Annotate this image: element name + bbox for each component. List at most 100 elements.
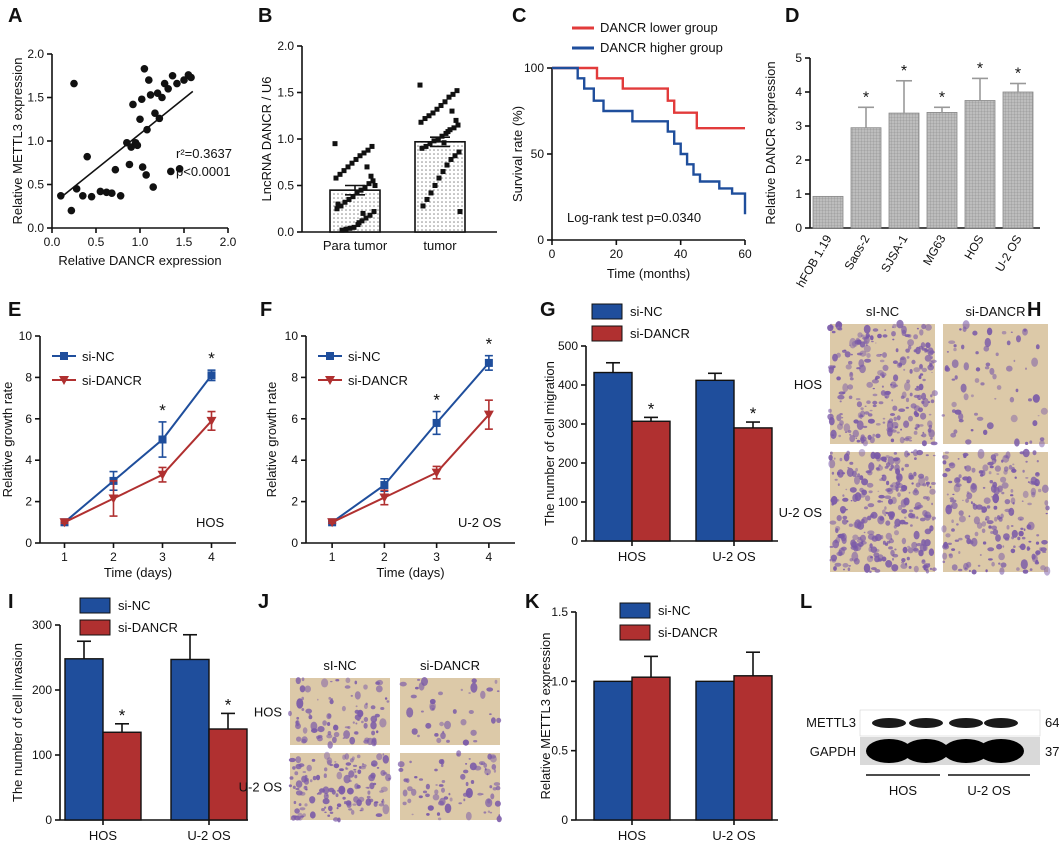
data-point — [431, 138, 437, 144]
stained-cell — [852, 429, 859, 438]
stained-cell — [893, 525, 897, 529]
stained-cell — [1029, 568, 1033, 571]
stained-cell — [856, 401, 863, 408]
stained-cell — [354, 680, 358, 685]
stained-cell — [872, 387, 875, 390]
stained-cell — [1009, 396, 1015, 403]
stained-cell — [834, 478, 838, 481]
stained-cell — [426, 813, 430, 816]
stained-cell — [1025, 441, 1029, 445]
data-point — [427, 141, 433, 147]
stained-cell — [850, 539, 856, 547]
stained-cell — [489, 785, 493, 789]
stained-cell — [882, 509, 886, 515]
stained-cell — [913, 367, 920, 373]
stained-cell — [942, 473, 948, 478]
significance-star: * — [119, 706, 126, 725]
stained-cell — [884, 329, 887, 332]
stained-cell — [481, 793, 484, 795]
stained-cell — [965, 498, 969, 503]
legend-marker — [325, 376, 335, 385]
stained-cell — [849, 377, 854, 381]
stained-cell — [341, 705, 346, 712]
stained-cell — [463, 798, 466, 802]
stained-cell — [828, 454, 833, 461]
stained-cell — [924, 324, 932, 331]
stained-cell — [860, 418, 862, 419]
stained-cell — [892, 338, 895, 341]
stained-cell — [970, 394, 974, 398]
stained-cell — [829, 559, 832, 562]
stained-cell — [899, 436, 905, 444]
stained-cell — [833, 566, 837, 571]
stained-cell — [429, 704, 436, 711]
stained-cell — [866, 381, 873, 388]
data-point — [451, 125, 457, 131]
stained-cell — [889, 413, 896, 416]
stained-cell — [842, 494, 845, 497]
stained-cell — [329, 699, 334, 705]
stained-cell — [922, 397, 929, 408]
legend-swatch-si-nc — [619, 602, 651, 619]
stained-cell — [322, 720, 327, 726]
stained-cell — [441, 780, 446, 783]
stained-cell — [908, 472, 914, 480]
y-tick-label: 0 — [795, 221, 802, 235]
panel-i: 0 100 200 300 The number of cell invasion HOS… — [10, 597, 248, 843]
stained-cell — [361, 764, 367, 768]
stained-cell — [444, 720, 451, 730]
stained-cell — [344, 726, 349, 729]
stained-cell — [867, 503, 875, 508]
data-point — [351, 224, 357, 230]
stained-cell — [885, 455, 890, 459]
stained-cell — [854, 475, 860, 485]
stained-cell — [951, 401, 957, 408]
stained-cell — [989, 367, 995, 375]
stained-cell — [443, 796, 449, 800]
stained-cell — [344, 753, 350, 760]
stained-cell — [881, 500, 883, 503]
stained-cell — [855, 337, 860, 344]
data-point — [349, 160, 355, 166]
data-point — [449, 108, 455, 114]
data-point — [367, 212, 373, 218]
x-tick-label: 60 — [738, 247, 752, 261]
stained-cell — [830, 429, 837, 439]
data-point — [424, 196, 430, 202]
data-point — [342, 199, 348, 205]
stained-cell — [366, 795, 371, 799]
stained-cell — [994, 516, 998, 522]
stained-cell — [373, 782, 377, 786]
stained-cell — [976, 416, 984, 421]
stained-cell — [911, 541, 918, 549]
stained-cell — [376, 766, 380, 769]
stained-cell — [921, 347, 926, 351]
stained-cell — [948, 462, 956, 469]
stained-cell — [1028, 540, 1032, 543]
stained-cell — [893, 416, 897, 421]
stained-cell — [964, 567, 967, 570]
stained-cell — [998, 552, 1005, 561]
stained-cell — [892, 405, 898, 411]
stained-cell — [352, 803, 357, 806]
stained-cell — [374, 801, 379, 804]
stained-cell — [363, 739, 369, 744]
stained-cell — [945, 533, 951, 538]
stained-cell — [326, 794, 328, 797]
y-tick-label: 10 — [19, 329, 33, 343]
legend-label: si-NC — [630, 304, 663, 319]
stained-cell — [924, 476, 929, 481]
stained-cell — [1035, 541, 1040, 545]
stained-cell — [490, 755, 497, 763]
stained-cell — [924, 354, 932, 362]
stained-cell — [972, 502, 976, 507]
stained-cell — [1001, 491, 1005, 495]
data-point — [345, 164, 351, 170]
stained-cell — [309, 796, 316, 804]
stained-cell — [908, 439, 913, 442]
stained-cell — [874, 569, 881, 573]
stained-cell — [294, 815, 301, 821]
data-point — [435, 136, 441, 142]
stained-cell — [336, 789, 339, 792]
